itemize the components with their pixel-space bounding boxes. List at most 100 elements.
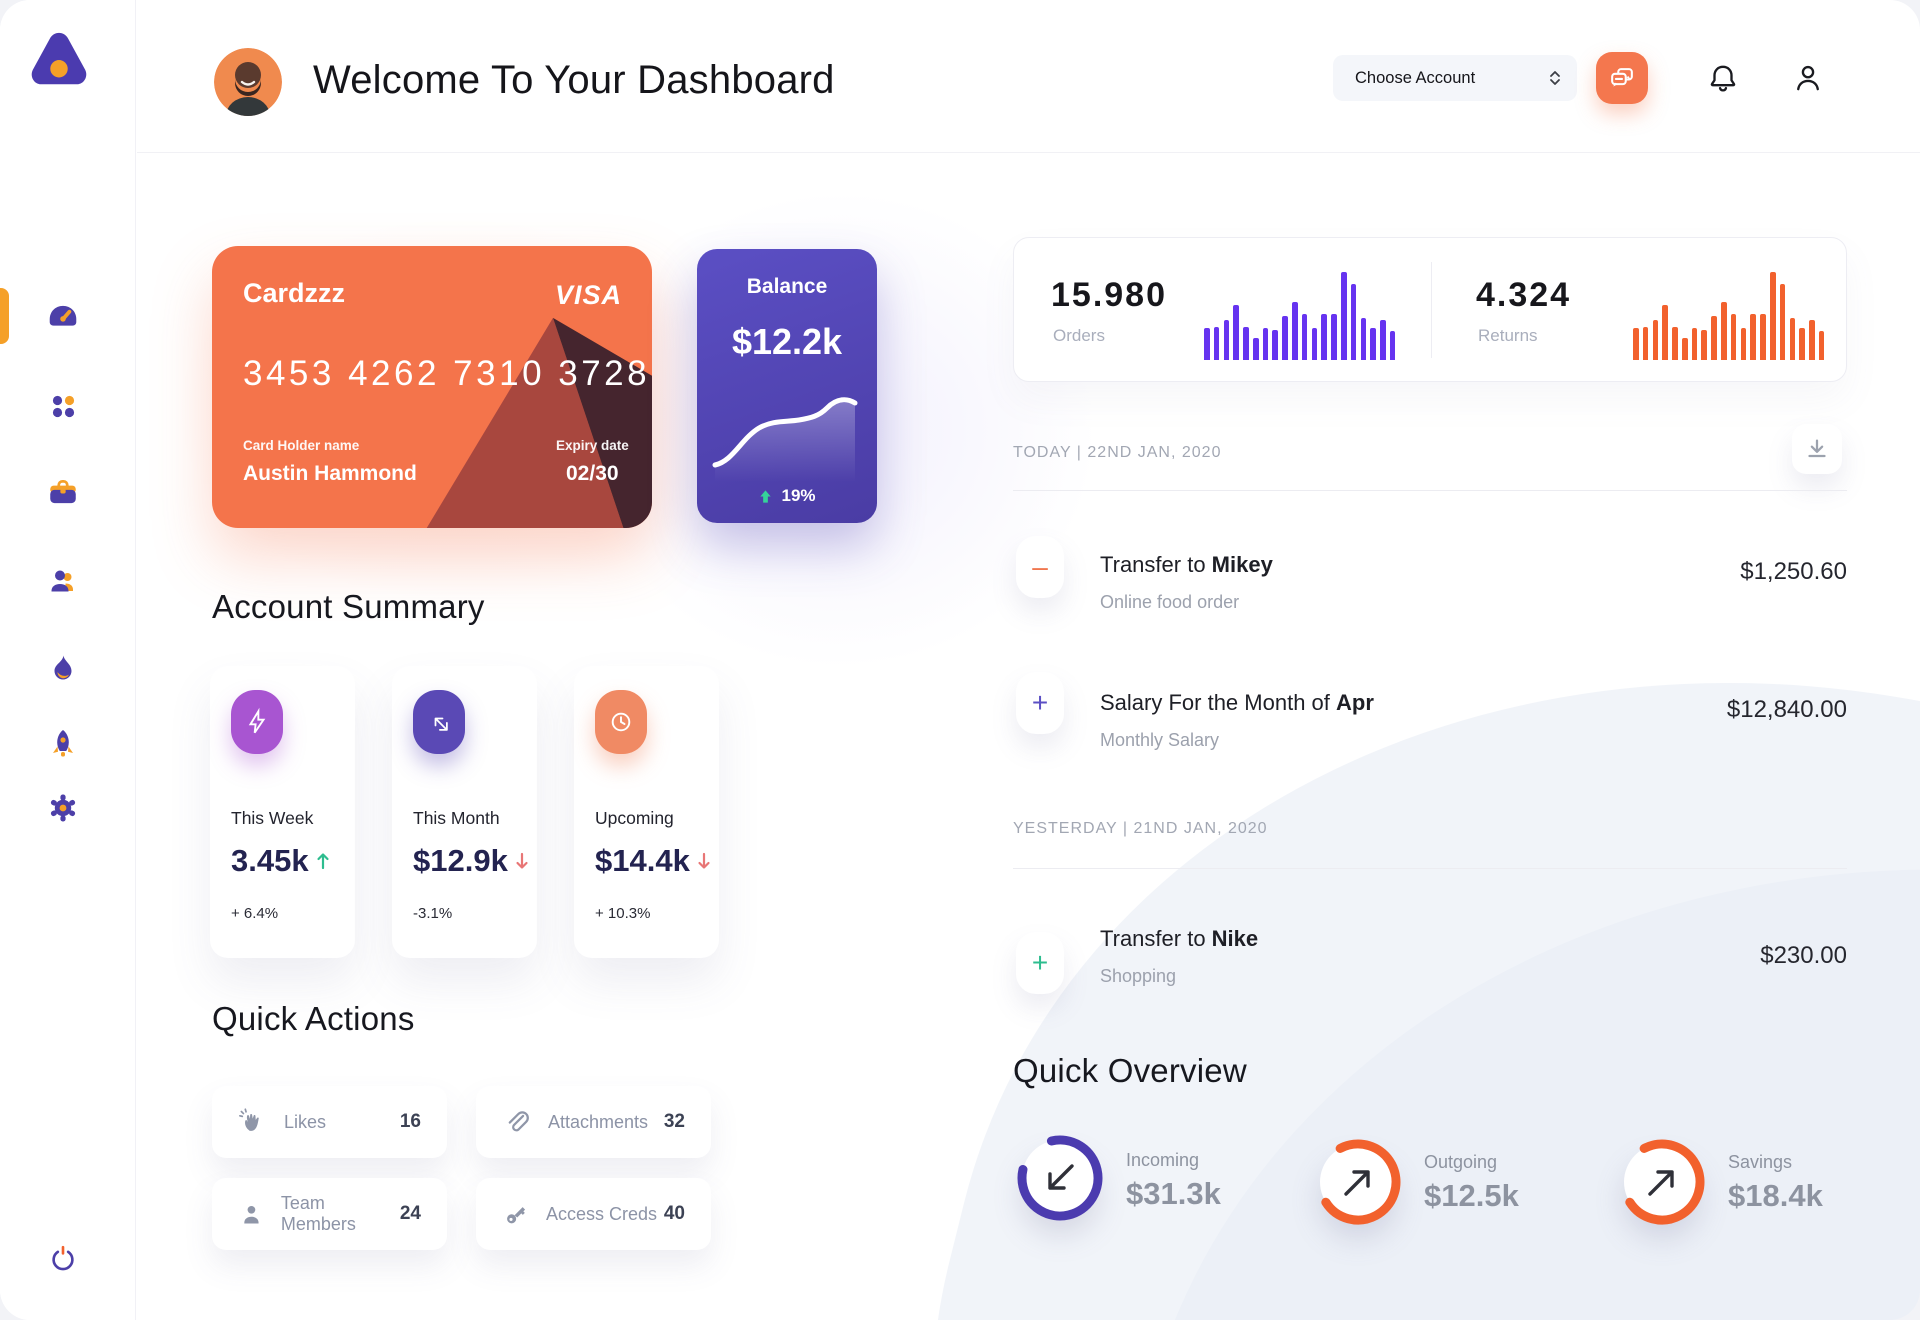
bolt-icon <box>231 690 283 754</box>
apps-grid-icon <box>52 395 75 418</box>
balance-sparkline <box>712 397 858 482</box>
page-title: Welcome To Your Dashboard <box>313 58 835 102</box>
quick-action-label: Likes <box>284 1111 327 1132</box>
transaction-subtitle: Online food order <box>1100 592 1240 612</box>
card-holder-name: Austin Hammond <box>243 462 417 485</box>
transaction-sign-minus: – <box>1016 536 1064 598</box>
transaction-title[interactable]: Salary For the Month of Apr <box>1100 690 1374 715</box>
account-select-value: Choose Account <box>1355 68 1476 87</box>
bar <box>1779 284 1786 360</box>
notifications-button[interactable] <box>1705 60 1741 96</box>
summary-delta: + 6.4% <box>231 905 279 922</box>
bar <box>1252 338 1259 360</box>
balance-change: 19% <box>781 486 816 505</box>
rocket-icon <box>53 730 73 757</box>
download-button[interactable] <box>1792 424 1842 474</box>
plus-icon: + <box>1031 687 1049 718</box>
quick-action-likes[interactable]: Likes 16 <box>212 1086 447 1158</box>
sidebar-item-users[interactable] <box>43 561 83 601</box>
bar <box>1818 331 1825 360</box>
resize-arrows-icon <box>413 690 465 754</box>
users-icon <box>51 570 73 592</box>
bar <box>1213 327 1220 360</box>
transaction-title[interactable]: Transfer to Mikey <box>1100 552 1273 577</box>
bar <box>1760 314 1766 360</box>
sidebar-item-activity[interactable] <box>43 648 83 688</box>
bar <box>1809 320 1815 360</box>
briefcase-icon <box>50 479 76 504</box>
quick-action-access-creds[interactable]: Access Creds 40 <box>476 1178 711 1250</box>
bar <box>1789 318 1796 360</box>
bar <box>1301 314 1308 360</box>
messages-button[interactable] <box>1596 52 1648 104</box>
credit-card[interactable]: Cardzzz VISA 3453 4262 7310 3728 Card Ho… <box>212 246 652 528</box>
download-icon <box>1808 439 1826 458</box>
bar <box>1730 314 1737 360</box>
summary-card-this-month[interactable]: This Month $12.9k -3.1% <box>392 666 537 958</box>
sidebar-item-settings[interactable] <box>43 788 83 828</box>
bar <box>1389 331 1396 360</box>
summary-card-this-week[interactable]: This Week 3.45k + 6.4% <box>210 666 355 958</box>
transaction-subtitle: Shopping <box>1100 966 1177 986</box>
bar <box>1662 305 1668 360</box>
summary-label: This Week <box>231 808 314 828</box>
card-expiry-label: Expiry date <box>556 438 629 453</box>
app-logo[interactable] <box>28 26 90 96</box>
transaction-amount: $230.00 <box>1760 942 1847 969</box>
sidebar-item-dashboard[interactable] <box>0 288 83 344</box>
quick-action-count: 16 <box>399 1111 421 1132</box>
bell-icon <box>1710 65 1736 92</box>
plus-icon: + <box>1031 947 1049 978</box>
profile-button[interactable] <box>1790 60 1826 96</box>
quick-action-label: Attachments <box>548 1111 649 1132</box>
dashboard-icon <box>49 305 77 326</box>
user-avatar[interactable] <box>214 48 282 116</box>
bar <box>1204 328 1210 360</box>
arrow-up-right-icon <box>1648 1170 1674 1196</box>
overview-label: Incoming <box>1126 1150 1200 1170</box>
account-select[interactable]: Choose Account <box>1333 55 1577 101</box>
bar <box>1272 330 1279 360</box>
bar <box>1262 328 1269 360</box>
balance-card[interactable]: Balance $12.2k 19% <box>697 249 877 523</box>
overview-label: Savings <box>1728 1152 1793 1172</box>
summary-delta: + 10.3% <box>595 905 651 922</box>
quick-action-label: Team Members <box>280 1193 356 1234</box>
balance-label: Balance <box>746 275 828 298</box>
transaction-sign-plus: + <box>1016 672 1064 734</box>
bar <box>1380 320 1386 360</box>
bar <box>1721 302 1727 360</box>
trend-down-icon <box>516 852 528 869</box>
summary-label: This Month <box>413 808 500 828</box>
trend-up-icon <box>316 853 329 870</box>
transaction-amount: $12,840.00 <box>1726 696 1847 723</box>
sidebar-item-apps[interactable] <box>43 386 83 426</box>
quick-overview-title: Quick Overview <box>1013 1052 1247 1089</box>
outgoing-ring <box>1310 1134 1406 1230</box>
header-divider <box>137 152 1920 153</box>
overview-value: $18.4k <box>1728 1178 1823 1213</box>
transaction-subtitle: Monthly Salary <box>1100 730 1220 750</box>
bar <box>1740 328 1747 360</box>
quick-action-team-members[interactable]: Team Members 24 <box>212 1178 447 1250</box>
overview-label: Outgoing <box>1424 1152 1498 1172</box>
bar <box>1642 327 1649 360</box>
orders-returns-card: 15.980 Orders 4.324 Returns <box>1013 237 1847 382</box>
quick-action-count: 32 <box>663 1111 685 1132</box>
clap-icon <box>239 1108 259 1131</box>
bar <box>1370 328 1376 360</box>
summary-card-upcoming[interactable]: Upcoming $14.4k + 10.3% <box>574 666 719 958</box>
sidebar <box>0 0 136 1320</box>
date-header-today: TODAY | 22ND JAN, 2020 <box>1013 444 1222 461</box>
transaction-title[interactable]: Transfer to Nike <box>1100 926 1259 951</box>
sidebar-item-work[interactable] <box>43 472 83 512</box>
clock-icon <box>595 690 647 754</box>
chevron-up-down-icon <box>1550 71 1560 85</box>
quick-action-attachments[interactable]: Attachments 32 <box>476 1086 711 1158</box>
logout-button[interactable] <box>43 1238 83 1278</box>
settings-gear-icon <box>50 794 76 822</box>
power-icon <box>52 1245 74 1271</box>
bar <box>1652 320 1659 360</box>
sidebar-item-launch[interactable] <box>43 723 83 763</box>
